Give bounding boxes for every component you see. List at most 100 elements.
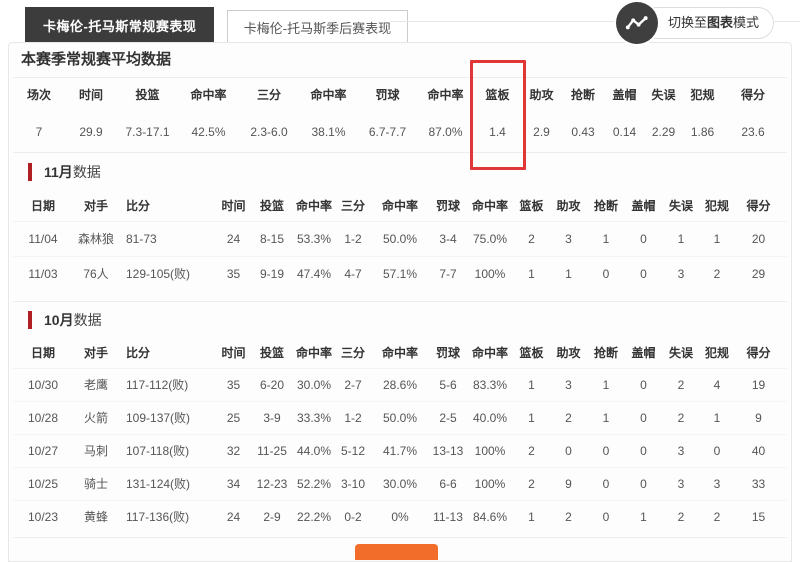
value-cell: 24 bbox=[226, 232, 241, 246]
tab-playoffs[interactable]: 卡梅伦-托马斯季后赛表现 bbox=[226, 10, 409, 45]
value-cell: 1.4 bbox=[489, 125, 506, 139]
value-cell: 9 bbox=[565, 477, 572, 491]
header-cell: 助攻 bbox=[556, 199, 581, 213]
value-cell: 1.86 bbox=[690, 125, 715, 139]
more-button[interactable] bbox=[355, 544, 438, 560]
month-label-suffix: 数据 bbox=[73, 312, 102, 328]
value-cell: 22.2% bbox=[296, 510, 332, 524]
value-cell: 32 bbox=[226, 444, 241, 458]
header-cell: 命中率 bbox=[381, 346, 418, 360]
value-cell: 0 bbox=[640, 411, 647, 425]
value-cell: 33.3% bbox=[296, 411, 332, 425]
value-cell: 3-10 bbox=[340, 477, 366, 491]
header-cell: 对手 bbox=[83, 346, 108, 360]
value-cell: 2 bbox=[528, 232, 535, 246]
value-cell: 35 bbox=[226, 267, 241, 281]
value-cell: 41.7% bbox=[382, 444, 418, 458]
header-cell: 场次 bbox=[26, 88, 51, 102]
value-cell: 10/30 bbox=[27, 378, 59, 392]
table-row: 7 29.9 7.3-17.1 42.5% 2.3-6.0 38.1% 6.7-7.7 87.… bbox=[13, 112, 791, 152]
value-cell: 0 bbox=[640, 378, 647, 392]
header-cell: 时间 bbox=[221, 199, 246, 213]
stats-card: 本赛季常规赛平均数据 场次 时间 投篮 命中率 三分 命中率 罚球 命中率 篮板 助攻 抢断 盖帽 失误… bbox=[8, 42, 792, 562]
header-cell: 失误 bbox=[668, 346, 693, 360]
header-cell: 命中率 bbox=[471, 346, 508, 360]
value-cell: 2-9 bbox=[263, 510, 281, 524]
value-cell: 117-136(败) bbox=[126, 510, 190, 524]
header-cell: 日期 bbox=[30, 346, 55, 360]
value-cell: 2 bbox=[565, 510, 572, 524]
value-cell: 马刺 bbox=[83, 444, 108, 458]
value-cell: 13-13 bbox=[432, 444, 464, 458]
value-cell: 40.0% bbox=[472, 411, 508, 425]
value-cell: 3 bbox=[677, 267, 685, 281]
november-section: 11月 数据 日期 对手 比分 时间 投篮 命中率 三分 命中率 罚球 命中率 篮板 助攻 抢断 盖帽 失误… bbox=[13, 152, 787, 301]
value-cell: 11-25 bbox=[257, 444, 287, 458]
value-cell: 2 bbox=[677, 510, 685, 524]
rebound-highlight-box bbox=[470, 60, 526, 170]
value-cell: 19 bbox=[751, 378, 766, 392]
card-footer bbox=[13, 537, 787, 560]
value-cell: 33 bbox=[751, 477, 766, 491]
value-cell: 12-23 bbox=[256, 477, 288, 491]
tab-regular-season[interactable]: 卡梅伦-托马斯常规赛表现 bbox=[25, 7, 215, 44]
value-cell: 10/27 bbox=[27, 444, 59, 458]
value-cell: 0.14 bbox=[612, 125, 637, 139]
value-cell: 1 bbox=[565, 267, 572, 281]
table-header-row: 场次 时间 投篮 命中率 三分 命中率 罚球 命中率 篮板 助攻 抢断 盖帽 失误 犯规 得分 bbox=[13, 78, 791, 112]
value-cell: 75.0% bbox=[472, 232, 508, 246]
summary-section-title: 本赛季常规赛平均数据 bbox=[13, 43, 787, 78]
value-cell: 森林狼 bbox=[77, 232, 114, 246]
header-cell: 篮板 bbox=[485, 88, 510, 102]
november-table: 日期 对手 比分 时间 投篮 命中率 三分 命中率 罚球 命中率 篮板 助攻 抢断 盖帽 失误 犯规 得分 11/… bbox=[13, 191, 787, 291]
value-cell: 1-2 bbox=[344, 411, 362, 425]
header-cell: 命中率 bbox=[190, 88, 227, 102]
value-cell: 100% bbox=[474, 477, 506, 491]
value-cell: 骑士 bbox=[83, 477, 108, 491]
value-cell: 1 bbox=[528, 267, 535, 281]
value-cell: 30.0% bbox=[382, 477, 418, 491]
header-cell: 投篮 bbox=[259, 199, 284, 213]
value-cell: 2 bbox=[528, 444, 535, 458]
value-cell: 0 bbox=[565, 444, 572, 458]
value-cell: 3-4 bbox=[439, 232, 457, 246]
header-cell: 命中率 bbox=[471, 199, 508, 213]
value-cell: 81-73 bbox=[126, 232, 157, 246]
value-cell: 0 bbox=[640, 232, 647, 246]
value-cell: 1 bbox=[677, 232, 685, 246]
october-section-title: 10月 数据 bbox=[13, 302, 787, 338]
header-cell: 盖帽 bbox=[612, 88, 637, 102]
value-cell: 1 bbox=[602, 378, 610, 392]
header-cell: 失误 bbox=[668, 199, 693, 213]
value-cell: 52.2% bbox=[296, 477, 332, 491]
header-cell: 得分 bbox=[746, 199, 771, 213]
value-cell: 0 bbox=[602, 267, 610, 281]
value-cell: 76人 bbox=[83, 267, 109, 281]
value-cell: 3 bbox=[565, 378, 572, 392]
header-cell: 三分 bbox=[340, 346, 365, 360]
value-cell: 3 bbox=[565, 232, 572, 246]
header-cell: 命中率 bbox=[310, 88, 347, 102]
value-cell: 23.6 bbox=[741, 125, 765, 139]
value-cell: 3 bbox=[713, 477, 721, 491]
chart-mode-button[interactable]: 切换至图表模式 bbox=[616, 2, 775, 44]
value-cell: 9-19 bbox=[259, 267, 285, 281]
value-cell: 2 bbox=[677, 411, 685, 425]
value-cell: 1 bbox=[602, 411, 610, 425]
value-cell: 0.43 bbox=[571, 125, 595, 139]
value-cell: 0 bbox=[640, 267, 647, 281]
value-cell: 11-13 bbox=[433, 510, 463, 524]
value-cell: 0 bbox=[602, 510, 610, 524]
value-cell: 15 bbox=[751, 510, 766, 524]
header-cell: 三分 bbox=[256, 88, 281, 102]
header-cell: 得分 bbox=[746, 346, 771, 360]
table-row: 10/30 老鹰 117-112(败) 35 6-20 30.0% 2-7 28.6% 5-6 8… bbox=[13, 369, 787, 402]
table-header-row: 日期 对手 比分 时间 投篮 命中率 三分 命中率 罚球 命中率 篮板 助攻 抢断 盖帽 失误 犯规 得分 bbox=[13, 338, 787, 369]
header-cell: 抢断 bbox=[593, 199, 618, 213]
line-chart-icon bbox=[616, 2, 658, 44]
value-cell: 117-112(败) bbox=[126, 378, 189, 392]
value-cell: 34 bbox=[226, 477, 241, 491]
value-cell: 4 bbox=[713, 378, 721, 392]
value-cell: 2 bbox=[565, 411, 572, 425]
section-accent-bar bbox=[28, 163, 32, 181]
